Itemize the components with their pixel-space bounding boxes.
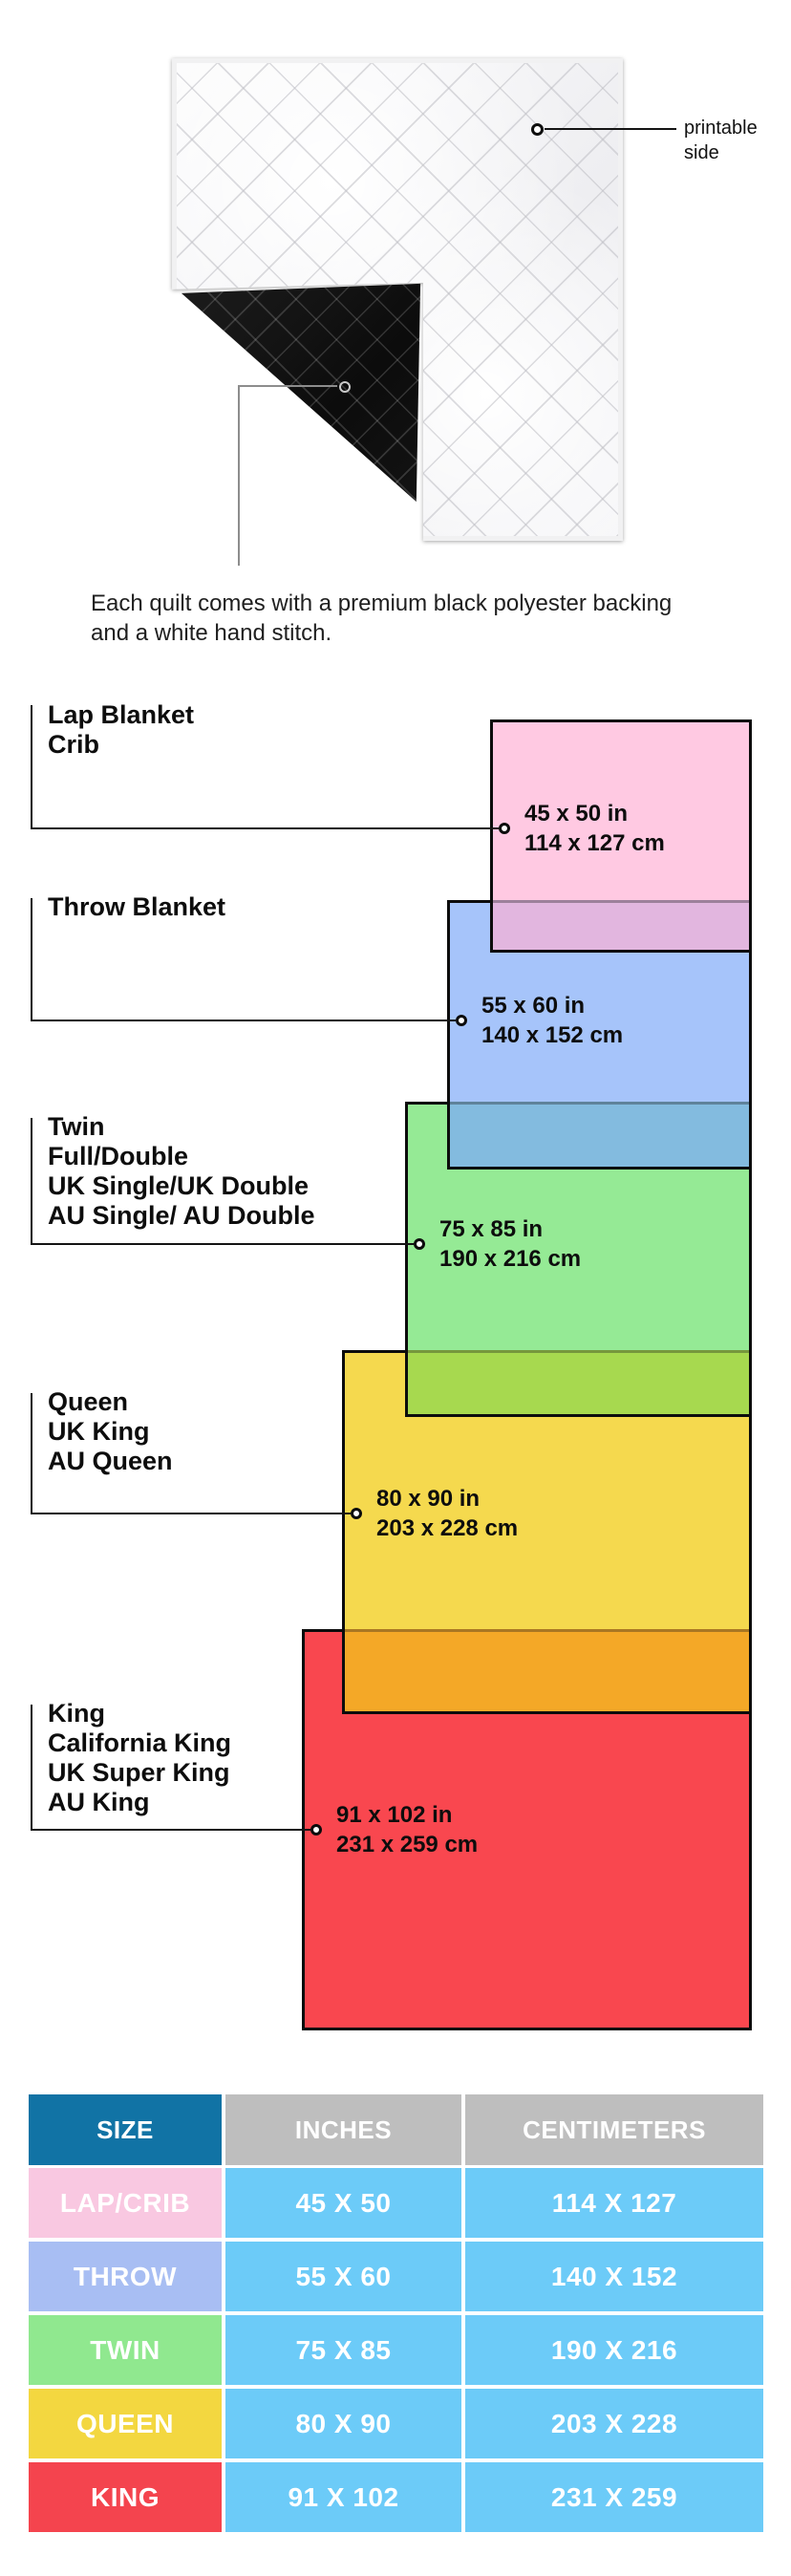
connector-dot-queen: [351, 1508, 362, 1519]
table-row-label: QUEEN: [29, 2389, 222, 2458]
backing-callout-line-vertical: [238, 385, 240, 566]
dims-centimeters: 140 x 152 cm: [481, 1022, 624, 1048]
table-header-inches: INCHES: [225, 2094, 461, 2165]
dims-centimeters: 114 x 127 cm: [524, 830, 665, 856]
backing-callout-line-horizontal: [238, 385, 337, 387]
label-throw: Throw Blanket: [48, 892, 225, 922]
connector-vline-lap: [31, 705, 32, 828]
connector-vline-queen: [31, 1393, 32, 1513]
label-line: King: [48, 1699, 105, 1728]
table-cell-inches: 55 X 60: [225, 2242, 461, 2311]
table-cell-centimeters: 190 X 216: [465, 2315, 763, 2385]
dims-lap-crib: 45 x 50 in 114 x 127 cm: [524, 799, 665, 858]
label-line: Queen: [48, 1387, 129, 1416]
label-line: UK King: [48, 1417, 150, 1446]
label-line: Crib: [48, 730, 99, 759]
printable-side-label: printable side: [684, 118, 758, 163]
size-rect-lap-crib: [490, 719, 752, 953]
label-twin: Twin Full/Double UK Single/UK Double AU …: [48, 1112, 315, 1231]
connector-dot-throw: [456, 1015, 467, 1026]
connector-dot-twin: [414, 1238, 425, 1250]
overlap-twin-queen: [408, 1350, 749, 1414]
dims-queen: 80 x 90 in 203 x 228 cm: [376, 1484, 518, 1543]
label-king: King California King UK Super King AU Ki…: [48, 1699, 231, 1817]
label-line: Twin: [48, 1112, 105, 1141]
dims-centimeters: 231 x 259 cm: [336, 1832, 479, 1857]
table-header-centimeters: CENTIMETERS: [465, 2094, 763, 2165]
table-cell-centimeters: 203 X 228: [465, 2389, 763, 2458]
table-cell-inches: 91 X 102: [225, 2462, 461, 2532]
dims-inches: 75 x 85 in: [439, 1216, 544, 1242]
dims-inches: 91 x 102 in: [336, 1802, 453, 1828]
size-table: SIZE INCHES CENTIMETERS LAP/CRIB 45 X 50…: [29, 2094, 763, 2532]
connector-hline-throw: [31, 1020, 456, 1021]
connector-vline-king: [31, 1705, 32, 1830]
label-line: AU Queen: [48, 1447, 173, 1475]
dims-king: 91 x 102 in 231 x 259 cm: [336, 1800, 478, 1859]
dims-inches: 45 x 50 in: [524, 801, 629, 826]
connector-dot-lap: [499, 823, 510, 834]
table-row-label: TWIN: [29, 2315, 222, 2385]
label-line: Throw Blanket: [48, 892, 226, 921]
table-cell-inches: 75 X 85: [225, 2315, 461, 2385]
label-line: California King: [48, 1728, 232, 1757]
table-cell-inches: 80 X 90: [225, 2389, 461, 2458]
backing-caption: Each quilt comes with a premium black po…: [91, 590, 673, 646]
connector-hline-queen: [31, 1513, 351, 1514]
label-line: UK Super King: [48, 1758, 230, 1787]
table-row-label: KING: [29, 2462, 222, 2532]
label-line: AU Single/ AU Double: [48, 1201, 315, 1230]
label-lap-crib: Lap Blanket Crib: [48, 700, 194, 760]
table-header-size: SIZE: [29, 2094, 222, 2165]
backing-marker-icon: [339, 381, 351, 393]
connector-vline-throw: [31, 898, 32, 1020]
overlap-queen-king: [345, 1629, 749, 1711]
connector-hline-twin: [31, 1243, 414, 1245]
table-row-label: THROW: [29, 2242, 222, 2311]
connector-hline-lap: [31, 827, 499, 829]
label-queen: Queen UK King AU Queen: [48, 1387, 173, 1476]
dims-centimeters: 203 x 228 cm: [376, 1515, 519, 1541]
overlap-throw-twin: [450, 1102, 749, 1167]
table-cell-centimeters: 231 X 259: [465, 2462, 763, 2532]
dims-centimeters: 190 x 216 cm: [439, 1246, 582, 1272]
printable-side-marker-icon: [531, 123, 544, 136]
connector-dot-king: [310, 1824, 322, 1835]
table-cell-centimeters: 140 X 152: [465, 2242, 763, 2311]
label-line: Lap Blanket: [48, 700, 195, 729]
label-line: AU King: [48, 1788, 150, 1816]
connector-hline-king: [31, 1829, 310, 1831]
table-cell-inches: 45 X 50: [225, 2168, 461, 2238]
connector-vline-twin: [31, 1118, 32, 1244]
dims-throw: 55 x 60 in 140 x 152 cm: [481, 991, 623, 1050]
dims-inches: 55 x 60 in: [481, 993, 586, 1019]
table-cell-centimeters: 114 X 127: [465, 2168, 763, 2238]
quilt-photo: [172, 58, 623, 541]
dims-inches: 80 x 90 in: [376, 1486, 481, 1512]
printable-side-callout-line: [545, 128, 676, 130]
table-row-label: LAP/CRIB: [29, 2168, 222, 2238]
dims-twin: 75 x 85 in 190 x 216 cm: [439, 1214, 581, 1274]
label-line: UK Single/UK Double: [48, 1171, 310, 1200]
overlap-lap-throw: [493, 900, 749, 950]
label-line: Full/Double: [48, 1142, 188, 1170]
